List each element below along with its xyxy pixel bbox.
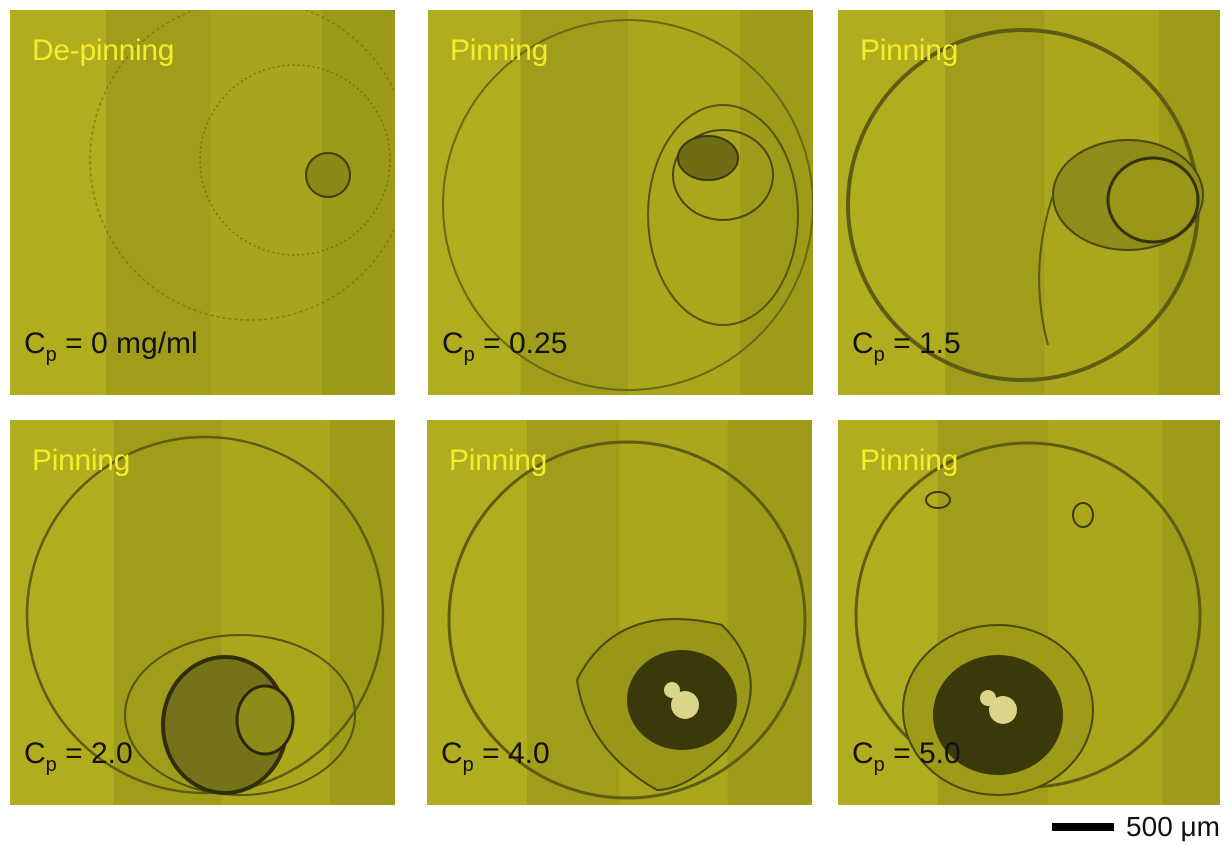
concentration-label: Cp = 5.0 — [852, 737, 961, 776]
panel-1-image: Pinning Cp = 0.25 — [428, 10, 813, 395]
droplet-deposit-image — [25, 435, 385, 796]
droplet-deposit-image — [854, 441, 1202, 796]
pinning-state-label: Pinning — [450, 34, 548, 67]
concentration-label: Cp = 2.0 — [24, 737, 133, 776]
pinning-state-label: Pinning — [449, 444, 547, 477]
droplet-deposit-image — [846, 28, 1204, 382]
pinning-state-label: Pinning — [860, 444, 958, 477]
scale-bar-line — [1052, 823, 1115, 831]
concentration-label: Cp = 4.0 — [441, 737, 550, 776]
panel-3-image: Pinning Cp = 2.0 — [10, 420, 395, 805]
droplet-deposit-image — [447, 440, 807, 800]
panel-0-image: De-pinning Cp = 0 mg/ml — [10, 10, 395, 395]
concentration-label: Cp = 0 mg/ml — [24, 327, 198, 366]
panel-5-image: Pinning Cp = 5.0 — [838, 420, 1220, 805]
pinning-state-label: Pinning — [860, 34, 958, 67]
concentration-label: Cp = 1.5 — [852, 327, 961, 366]
concentration-label: Cp = 0.25 — [442, 327, 568, 366]
droplet-deposit-image — [442, 19, 813, 391]
panel-4-image: Pinning Cp = 4.0 — [427, 420, 812, 805]
droplet-deposit-image — [89, 10, 395, 321]
scale-bar: 500 μm — [1052, 811, 1220, 842]
scale-bar-label: 500 μm — [1126, 811, 1220, 842]
pinning-state-label: De-pinning — [32, 34, 175, 67]
pinning-state-label: Pinning — [32, 444, 130, 477]
panel-2-image: Pinning Cp = 1.5 — [838, 10, 1220, 395]
